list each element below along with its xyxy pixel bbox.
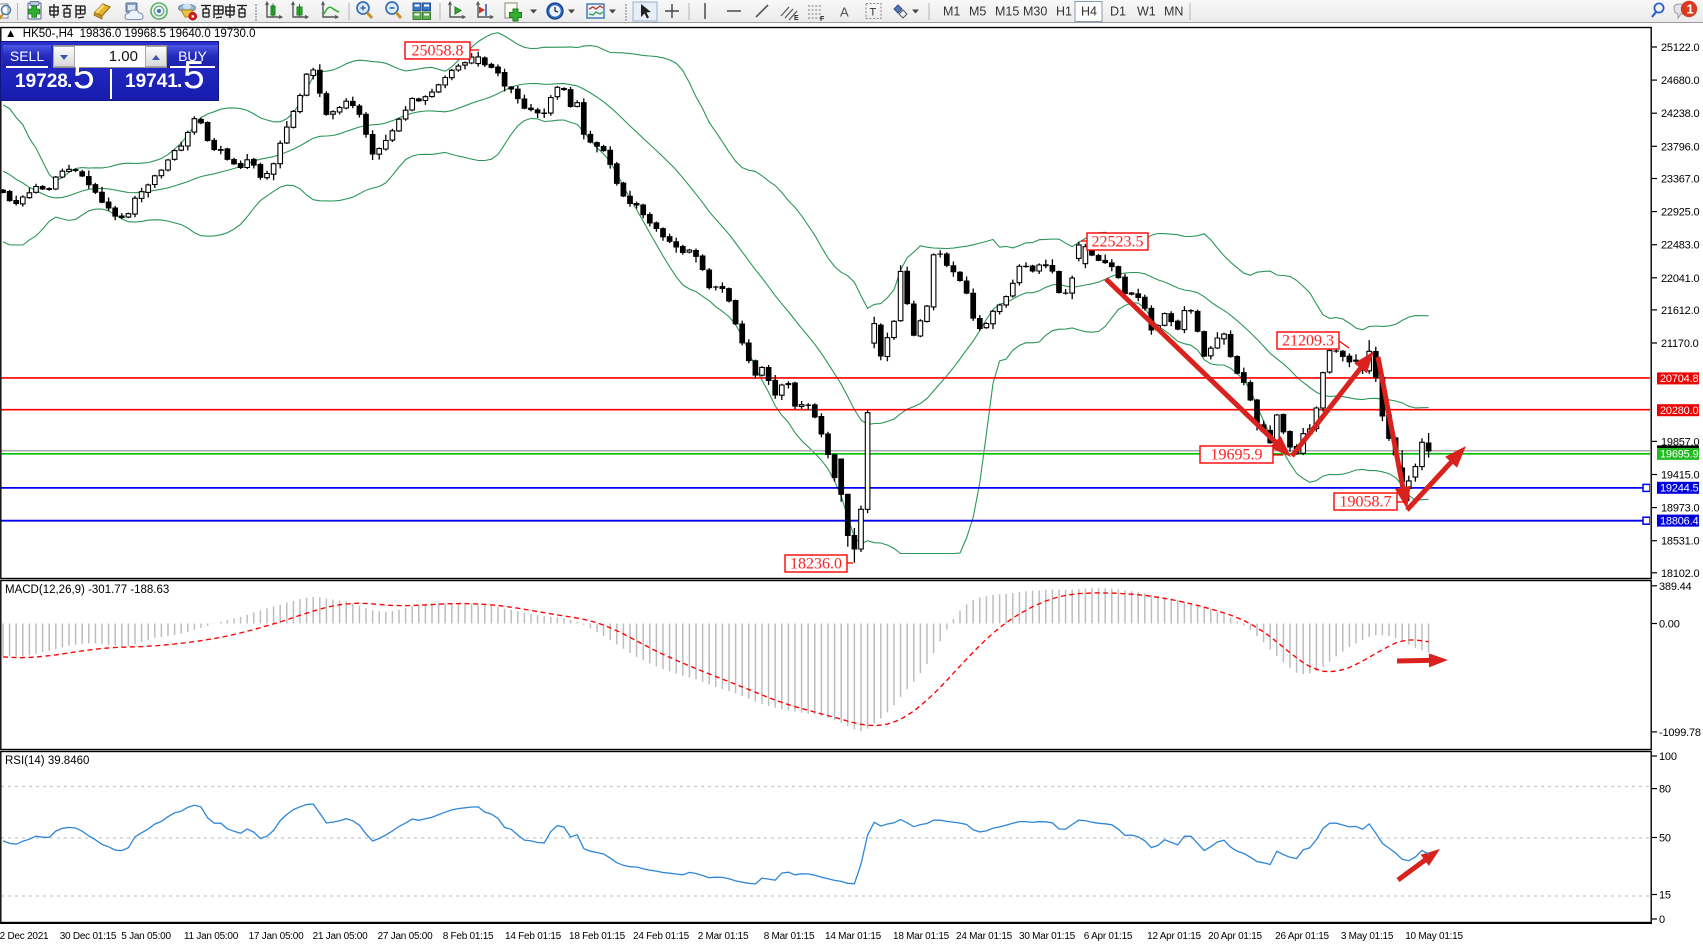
- svg-text:RSI(14) 39.8460: RSI(14) 39.8460: [5, 755, 89, 767]
- svg-text:20280.0: 20280.0: [1660, 405, 1698, 417]
- svg-text:E: E: [794, 15, 799, 22]
- svg-text:15: 15: [1659, 890, 1671, 902]
- svg-text:18102.0: 18102.0: [1661, 568, 1699, 580]
- svg-text:H4: H4: [1081, 5, 1097, 19]
- svg-text:8 Mar 01:15: 8 Mar 01:15: [764, 931, 815, 942]
- svg-text:5 Jan 05:00: 5 Jan 05:00: [121, 931, 171, 942]
- svg-text:14 Mar 01:15: 14 Mar 01:15: [825, 931, 882, 942]
- svg-text:21612.0: 21612.0: [1661, 305, 1699, 317]
- svg-text:22523.5: 22523.5: [1092, 234, 1144, 251]
- svg-text:M1: M1: [943, 5, 960, 19]
- svg-text:18236.0: 18236.0: [790, 556, 842, 573]
- svg-text:25122.0: 25122.0: [1661, 42, 1699, 54]
- svg-text:19244.5: 19244.5: [1660, 483, 1698, 495]
- svg-text:F: F: [820, 16, 825, 23]
- svg-text:0: 0: [1659, 914, 1665, 926]
- svg-text:-1099.78: -1099.78: [1659, 727, 1701, 739]
- svg-text:19695.9: 19695.9: [1660, 449, 1698, 461]
- svg-text:11 Jan 05:00: 11 Jan 05:00: [184, 931, 239, 942]
- svg-text:MACD(12,26,9) -301.77 -188.63: MACD(12,26,9) -301.77 -188.63: [5, 584, 169, 596]
- svg-text:21170.0: 21170.0: [1661, 338, 1699, 350]
- svg-text:21 Jan 05:00: 21 Jan 05:00: [313, 931, 369, 942]
- svg-text:18 Feb 01:15: 18 Feb 01:15: [569, 931, 626, 942]
- svg-text:24680.0: 24680.0: [1661, 75, 1699, 87]
- svg-text:6 Apr 01:15: 6 Apr 01:15: [1084, 931, 1133, 942]
- svg-text:17 Jan 05:00: 17 Jan 05:00: [249, 931, 305, 942]
- svg-text:19695.9: 19695.9: [1211, 447, 1263, 464]
- svg-text:18 Mar 01:15: 18 Mar 01:15: [893, 931, 950, 942]
- svg-text:23796.0: 23796.0: [1661, 141, 1699, 153]
- svg-text:8 Feb 01:15: 8 Feb 01:15: [443, 931, 494, 942]
- svg-text:22483.0: 22483.0: [1661, 240, 1699, 252]
- svg-text:30 Mar 01:15: 30 Mar 01:15: [1019, 931, 1076, 942]
- svg-text:W1: W1: [1137, 5, 1156, 19]
- svg-text:19415.0: 19415.0: [1661, 470, 1699, 482]
- svg-text:18531.0: 18531.0: [1661, 536, 1699, 548]
- svg-text:M15: M15: [995, 5, 1019, 19]
- svg-text:D1: D1: [1110, 5, 1126, 19]
- svg-text:A: A: [840, 5, 849, 20]
- svg-text:H1: H1: [1056, 5, 1072, 19]
- svg-text:▲ HK50-,H4 19836.0 19968.5 1: ▲ HK50-,H4 19836.0 19968.5 19640.0 19730…: [5, 28, 256, 40]
- svg-text:20 Apr 01:15: 20 Apr 01:15: [1208, 931, 1262, 942]
- svg-text:27 Jan 05:00: 27 Jan 05:00: [378, 931, 434, 942]
- svg-text:22925.0: 22925.0: [1661, 207, 1699, 219]
- svg-text:23367.0: 23367.0: [1661, 174, 1699, 186]
- svg-text:100: 100: [1659, 751, 1677, 763]
- svg-text:1: 1: [1687, 2, 1694, 17]
- svg-text:M5: M5: [969, 5, 986, 19]
- svg-text:2 Dec 2021: 2 Dec 2021: [0, 931, 49, 942]
- svg-text:26 Apr 01:15: 26 Apr 01:15: [1275, 931, 1329, 942]
- svg-text:21209.3: 21209.3: [1282, 333, 1334, 350]
- svg-text:20704.8: 20704.8: [1660, 373, 1698, 385]
- svg-text:T: T: [870, 7, 877, 19]
- svg-text:22041.0: 22041.0: [1661, 273, 1699, 285]
- svg-text:19058.7: 19058.7: [1340, 494, 1392, 511]
- svg-text:24238.0: 24238.0: [1661, 108, 1699, 120]
- svg-text:M30: M30: [1023, 5, 1047, 19]
- svg-text:3 May 01:15: 3 May 01:15: [1341, 931, 1394, 942]
- svg-text:80: 80: [1659, 784, 1671, 796]
- svg-text:10 May 01:15: 10 May 01:15: [1405, 931, 1463, 942]
- svg-text:18973.0: 18973.0: [1661, 503, 1699, 515]
- svg-text:0.00: 0.00: [1659, 619, 1680, 631]
- svg-text:389.44: 389.44: [1659, 581, 1692, 593]
- svg-text:50: 50: [1659, 833, 1671, 845]
- svg-text:MN: MN: [1164, 5, 1183, 19]
- svg-text:24 Feb 01:15: 24 Feb 01:15: [633, 931, 690, 942]
- svg-text:30 Dec 01:15: 30 Dec 01:15: [60, 931, 117, 942]
- svg-text:18806.4: 18806.4: [1660, 515, 1698, 527]
- svg-text:14 Feb 01:15: 14 Feb 01:15: [505, 931, 562, 942]
- svg-text:24 Mar 01:15: 24 Mar 01:15: [956, 931, 1013, 942]
- svg-text:12 Apr 01:15: 12 Apr 01:15: [1147, 931, 1201, 942]
- svg-text:2 Mar 01:15: 2 Mar 01:15: [698, 931, 749, 942]
- svg-text:25058.8: 25058.8: [412, 43, 464, 60]
